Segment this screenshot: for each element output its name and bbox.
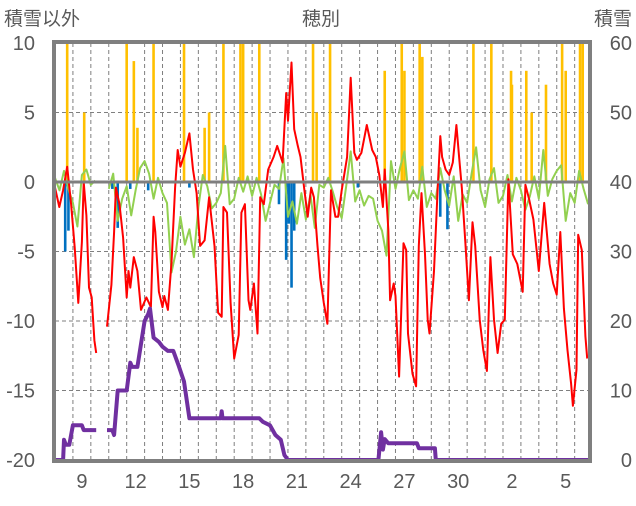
blue-bar: [438, 182, 442, 217]
yellow-bar: [315, 112, 318, 182]
blue-bar: [63, 182, 67, 252]
yellow-bar: [241, 43, 245, 182]
purple-line: [107, 306, 589, 462]
x-tick-label: 18: [232, 471, 254, 493]
blue-bar: [128, 182, 132, 189]
right-tick-label: 10: [610, 381, 632, 403]
red-line: [106, 61, 589, 407]
gridlines: [55, 43, 589, 460]
yellow-bar: [564, 70, 568, 182]
yellow-bar: [136, 127, 139, 182]
blue-bar: [111, 182, 114, 189]
yellow-bar: [403, 70, 406, 182]
right-axis-title: 積雪: [594, 8, 632, 30]
yellow-bar: [82, 112, 86, 182]
left-tick-label: -10: [6, 311, 35, 333]
right-tick-label: 50: [610, 103, 632, 125]
x-tick-label: 27: [393, 471, 415, 493]
purple-line: [55, 423, 97, 462]
yellow-bar: [257, 43, 261, 182]
yellow-bar: [510, 84, 514, 182]
yellow-bar: [524, 70, 528, 182]
x-tick-label: 24: [340, 471, 362, 493]
plot-border: [52, 40, 592, 463]
yellow-bar: [222, 43, 225, 182]
x-tick-label: 9: [76, 471, 87, 493]
yellow-bar: [65, 43, 69, 182]
blue-bar: [290, 182, 293, 288]
yellow-bar: [182, 43, 186, 182]
left-tick-label: -5: [17, 242, 35, 264]
left-tick-label: -15: [6, 381, 35, 403]
x-tick-label: 30: [447, 471, 469, 493]
yellow-bar: [152, 43, 155, 182]
blue-bar: [356, 182, 360, 188]
chart-title: 穂別: [302, 8, 340, 30]
plot-frame: [52, 40, 592, 463]
x-tick-label: 5: [560, 471, 571, 493]
yellow-bar: [472, 43, 475, 182]
left-tick-label: 10: [13, 33, 35, 55]
x-tick-label: 21: [286, 471, 308, 493]
blue-bar: [116, 182, 120, 228]
blue-bar: [284, 182, 288, 260]
left-tick-label: -20: [6, 450, 35, 472]
right-tick-label: 20: [610, 311, 632, 333]
axis-labels: 積雪以外 穂別 積雪 1050-5-10-15-2060504030201009…: [4, 8, 632, 493]
yellow-bar: [125, 43, 128, 182]
yellow-bar: [311, 43, 315, 182]
x-tick-label: 15: [178, 471, 200, 493]
blue-bar: [277, 182, 281, 205]
yellow-bar: [578, 43, 582, 182]
blue-bar: [287, 182, 291, 224]
yellow-bar: [328, 43, 332, 182]
bar-marks: [63, 43, 585, 288]
yellow-bar: [132, 61, 136, 182]
blue-bar: [188, 182, 191, 188]
yellow-bar: [490, 43, 493, 182]
yellow-bar: [421, 56, 424, 182]
yellow-bar: [530, 112, 533, 182]
red-line: [54, 165, 98, 354]
left-axis-title: 積雪以外: [4, 8, 80, 30]
right-tick-label: 0: [621, 450, 632, 472]
yellow-bar: [418, 43, 421, 182]
yellow-bar: [581, 43, 585, 182]
yellow-bar: [207, 112, 211, 182]
blue-bar: [146, 182, 150, 191]
right-tick-label: 40: [610, 172, 632, 194]
line-series: [54, 61, 590, 462]
yellow-bar: [544, 84, 548, 182]
blue-bar: [67, 182, 70, 231]
yellow-bar: [400, 43, 404, 182]
right-tick-label: 60: [610, 33, 632, 55]
yellow-bar: [560, 43, 564, 182]
yellow-bar: [383, 70, 387, 182]
x-tick-label: 12: [125, 471, 147, 493]
x-tick-label: 2: [506, 471, 517, 493]
left-tick-label: 5: [24, 103, 35, 125]
right-tick-label: 30: [610, 242, 632, 264]
yellow-bar: [203, 127, 206, 182]
blue-bar: [446, 182, 449, 230]
left-tick-label: 0: [24, 172, 35, 194]
yellow-bar: [239, 43, 242, 182]
